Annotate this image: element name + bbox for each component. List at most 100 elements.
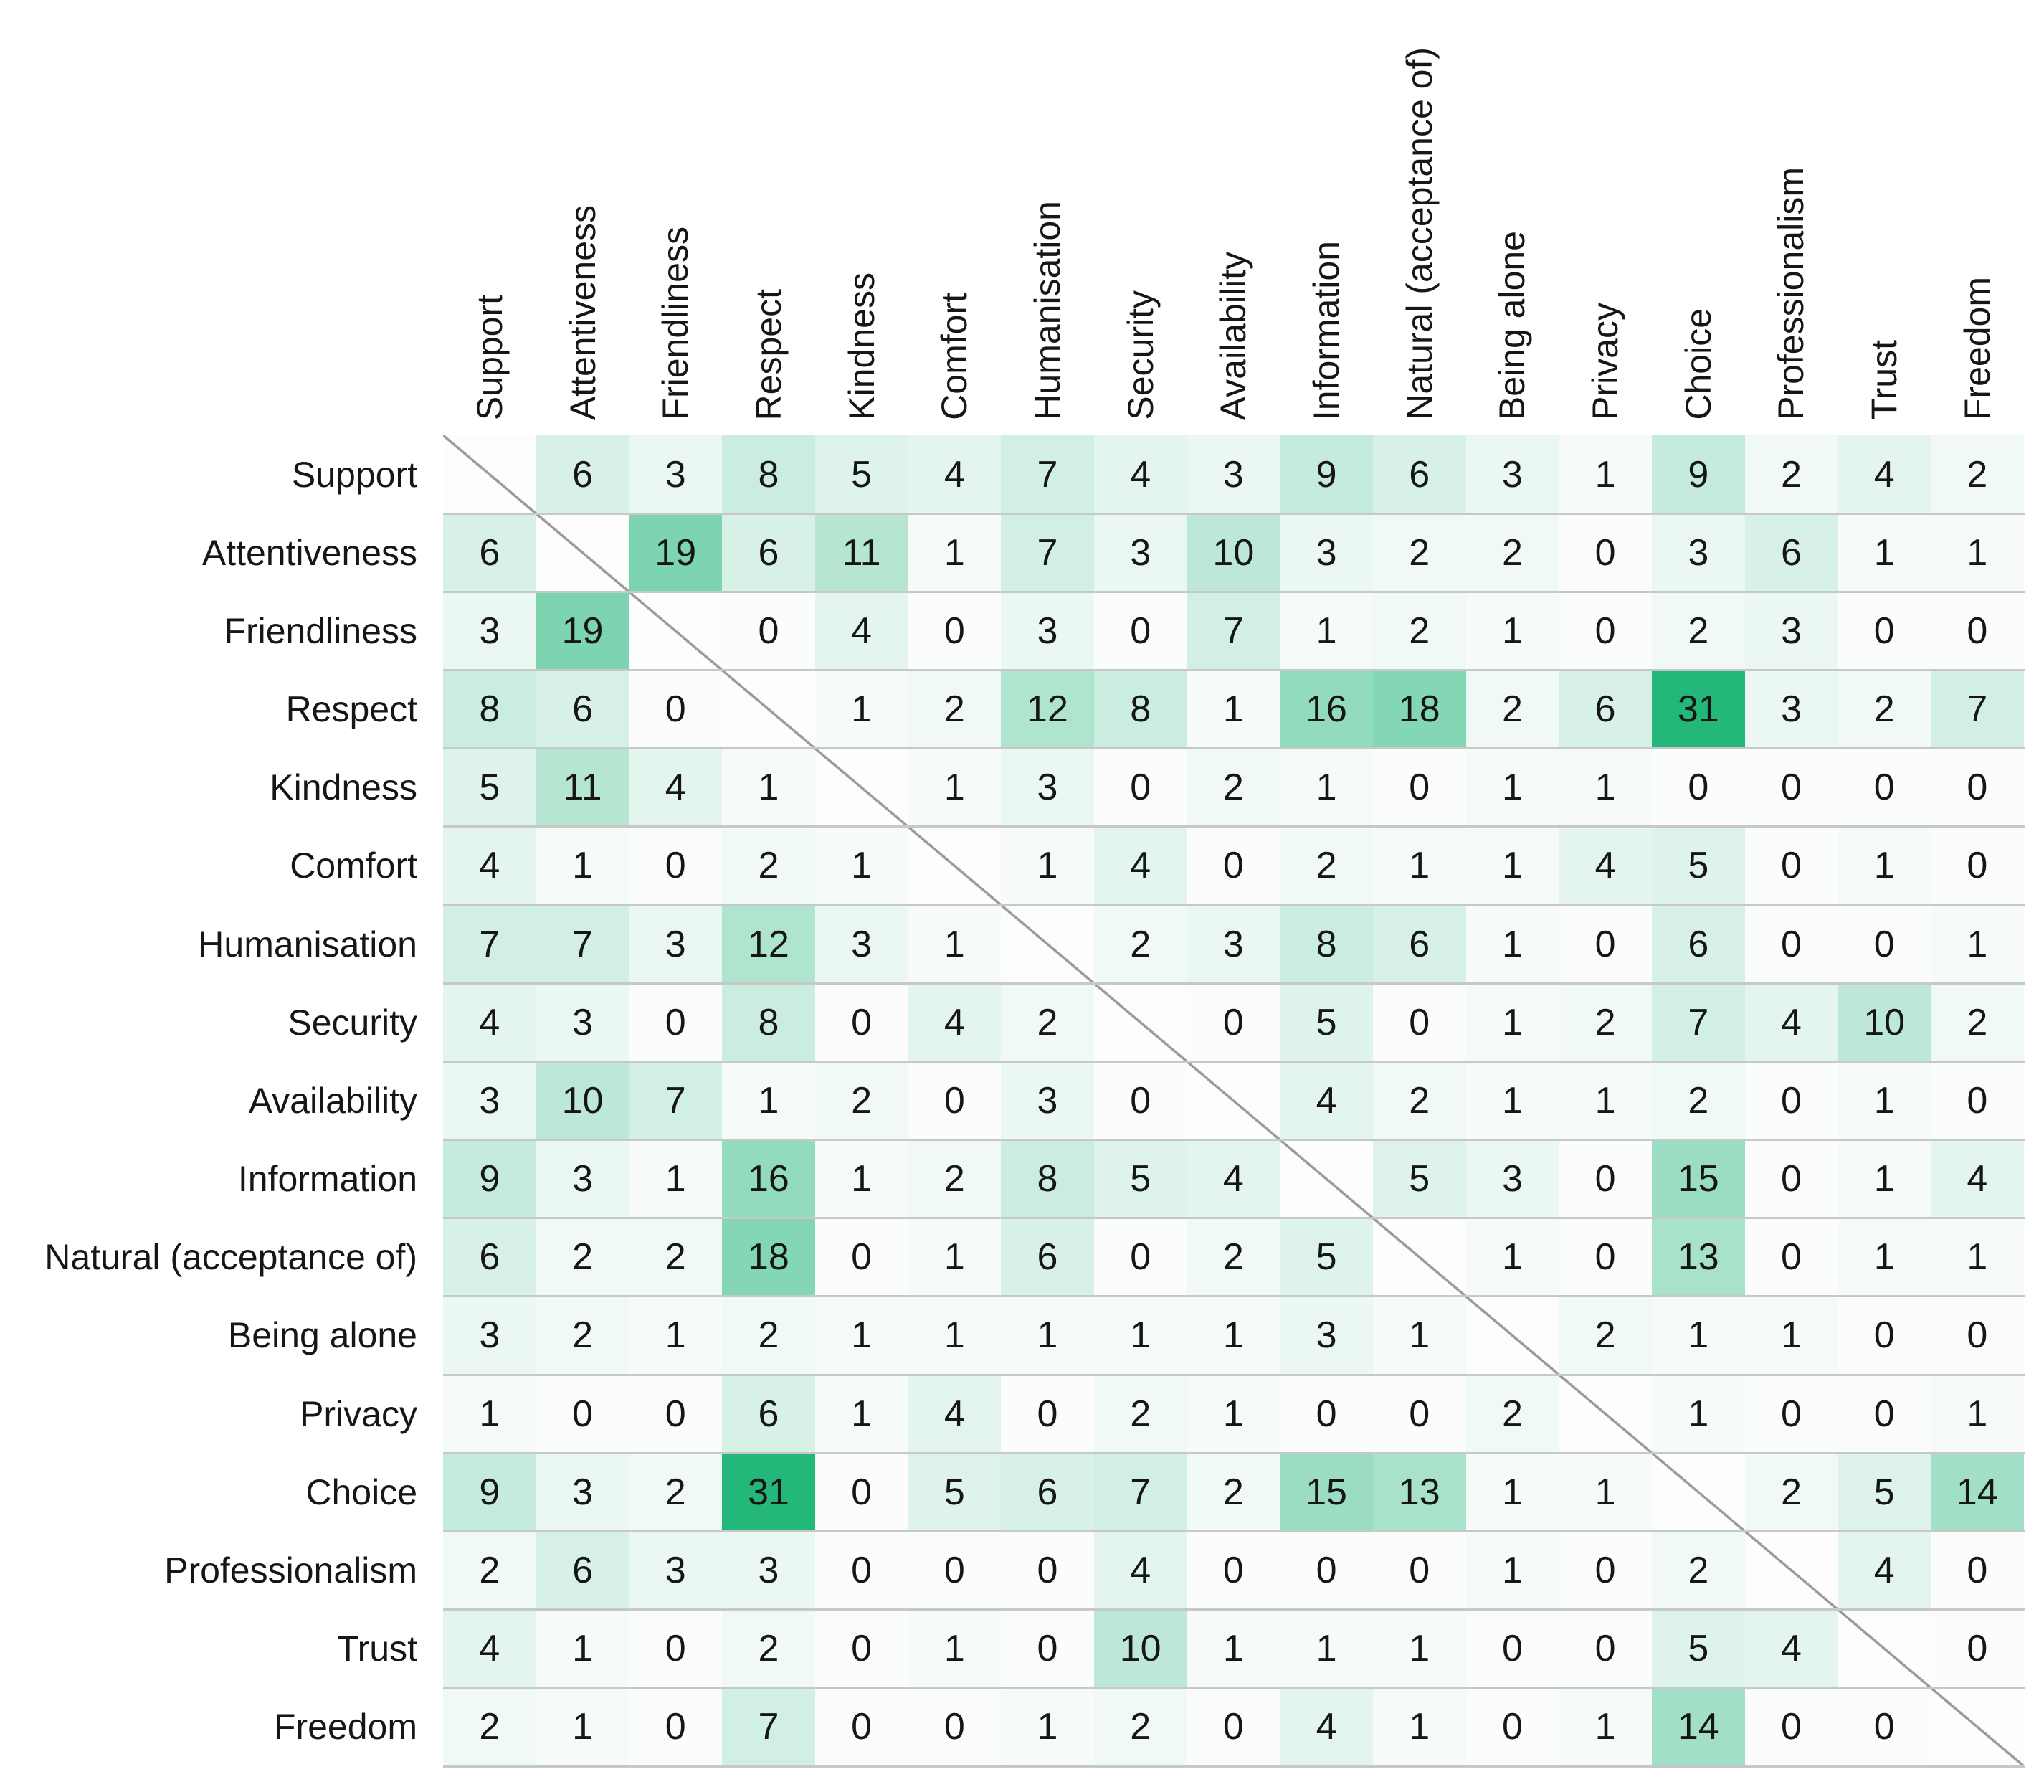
column-headers: Support Attentiveness Friendliness Respect K… [443,0,2025,426]
column-header-label: Trust [1864,339,1905,420]
matrix-cell: 5 [1372,1139,1466,1218]
matrix-cell: 8 [722,983,815,1062]
matrix-cell: 1 [1838,1218,1931,1296]
column-header-label: Availability [1213,251,1254,420]
diagonal-cell [908,826,1002,906]
matrix-cell: 2 [1465,1375,1559,1454]
matrix-cell: 5 [1651,1609,1745,1688]
column-header: Privacy [1559,0,1652,426]
matrix-cell: 1 [1465,1531,1559,1610]
matrix-cell: 0 [814,1218,908,1296]
diagonal-cell [1559,1375,1652,1454]
diagonal-cell [814,748,908,827]
row-label: Trust [336,1629,417,1669]
row-labels: Support Attentiveness Friendliness Respect K… [0,435,430,1766]
matrix-cell: 0 [1838,592,1931,670]
matrix-cell: 3 [1001,1061,1094,1140]
diagonal-cell [629,592,723,670]
matrix-cell: 6 [536,670,629,749]
matrix-cell: 0 [1838,1687,1931,1766]
column-header-label: Attentiveness [562,204,603,420]
matrix-cell: 2 [536,1296,629,1375]
matrix-cell: 0 [908,1687,1002,1766]
matrix-cell: 0 [1931,826,2024,906]
matrix-cell: 3 [1744,670,1838,749]
matrix-cell: 2 [536,1218,629,1296]
matrix-cell: 1 [908,905,1002,984]
column-header: Humanisation [1001,0,1094,426]
matrix-cell: 31 [722,1453,815,1532]
matrix-cell: 4 [1187,1139,1280,1218]
column-header: Availability [1187,0,1280,426]
matrix-cell: 1 [1187,670,1280,749]
matrix-cell: 2 [814,1061,908,1140]
matrix-cell: 0 [1931,1531,2024,1610]
matrix-cell: 1 [1187,1296,1280,1375]
matrix-cell: 0 [1838,748,1931,827]
matrix-cell: 0 [1187,983,1280,1062]
matrix-cell: 0 [1372,748,1466,827]
matrix-cell: 4 [908,1375,1002,1454]
row-label: Friendliness [224,610,417,651]
column-header: Information [1280,0,1373,426]
matrix-cell: 4 [1093,435,1187,514]
matrix-cell: 0 [1001,1375,1094,1454]
matrix-cell: 1 [1001,1296,1094,1375]
matrix-cell: 1 [908,748,1002,827]
matrix-cell: 1 [1931,1375,2024,1454]
column-header-label: Security [1120,290,1161,420]
matrix-cell: 1 [908,1609,1002,1688]
matrix-cell: 1 [1465,592,1559,670]
matrix-cell: 0 [814,1531,908,1610]
matrix-cell: 7 [722,1687,815,1766]
matrix-cell: 0 [1465,1687,1559,1766]
matrix-cell: 2 [1465,670,1559,749]
matrix-grid: 6 3 8 5 4 7 4 3 9 6 3 1 9 2 4 2 6 19 6 11 1 7 3 10 3 2 2 0 3 6 1 1 3 19 0 4… [443,435,2025,1766]
column-header: Support [443,0,536,426]
matrix-cell: 0 [1280,1375,1373,1454]
matrix-cell: 8 [1001,1139,1094,1218]
matrix-cell: 15 [1280,1453,1373,1532]
matrix-cell: 2 [1651,1531,1745,1610]
matrix-cell: 1 [1187,1375,1280,1454]
matrix-cell: 0 [1559,1139,1652,1218]
matrix-cell: 0 [814,1609,908,1688]
matrix-cell: 1 [443,1375,536,1454]
matrix-cell: 2 [1651,592,1745,670]
matrix-cell: 0 [536,1375,629,1454]
column-header-label: Being alone [1492,230,1533,420]
matrix-cell: 18 [722,1218,815,1296]
column-header: Kindness [815,0,908,426]
matrix-cell: 1 [1187,1609,1280,1688]
row-label: Comfort [290,845,417,886]
matrix-cell: 3 [722,1531,815,1610]
matrix-cell: 1 [1559,1453,1652,1532]
matrix-cell: 0 [1372,1375,1466,1454]
matrix-cell: 4 [908,983,1002,1062]
diagonal-cell [1465,1296,1559,1375]
matrix-cell: 2 [1093,905,1187,984]
diagonal-cell [1744,1531,1838,1610]
matrix-cell: 7 [1001,435,1094,514]
matrix-cell: 1 [1465,983,1559,1062]
matrix-cell: 13 [1651,1218,1745,1296]
matrix-cell: 2 [908,670,1002,749]
matrix-cell: 3 [1651,513,1745,592]
row-label: Attentiveness [201,532,417,573]
matrix-cell: 4 [1744,1609,1838,1688]
matrix-cell: 3 [443,592,536,670]
matrix-cell: 2 [443,1531,536,1610]
row-label: Support [291,454,417,495]
row-label: Kindness [270,767,417,808]
matrix-cell: 1 [1838,513,1931,592]
matrix-cell: 7 [1093,1453,1187,1532]
matrix-cell: 6 [443,513,536,592]
matrix-cell: 13 [1372,1453,1466,1532]
matrix-cell: 0 [1559,1609,1652,1688]
column-header-label: Respect [748,288,789,420]
diagonal-cell [1093,983,1187,1062]
matrix-cell: 10 [1093,1609,1187,1688]
matrix-cell: 2 [629,1218,723,1296]
column-header-label: Privacy [1585,303,1626,420]
row-label: Natural (acceptance of) [44,1237,417,1278]
